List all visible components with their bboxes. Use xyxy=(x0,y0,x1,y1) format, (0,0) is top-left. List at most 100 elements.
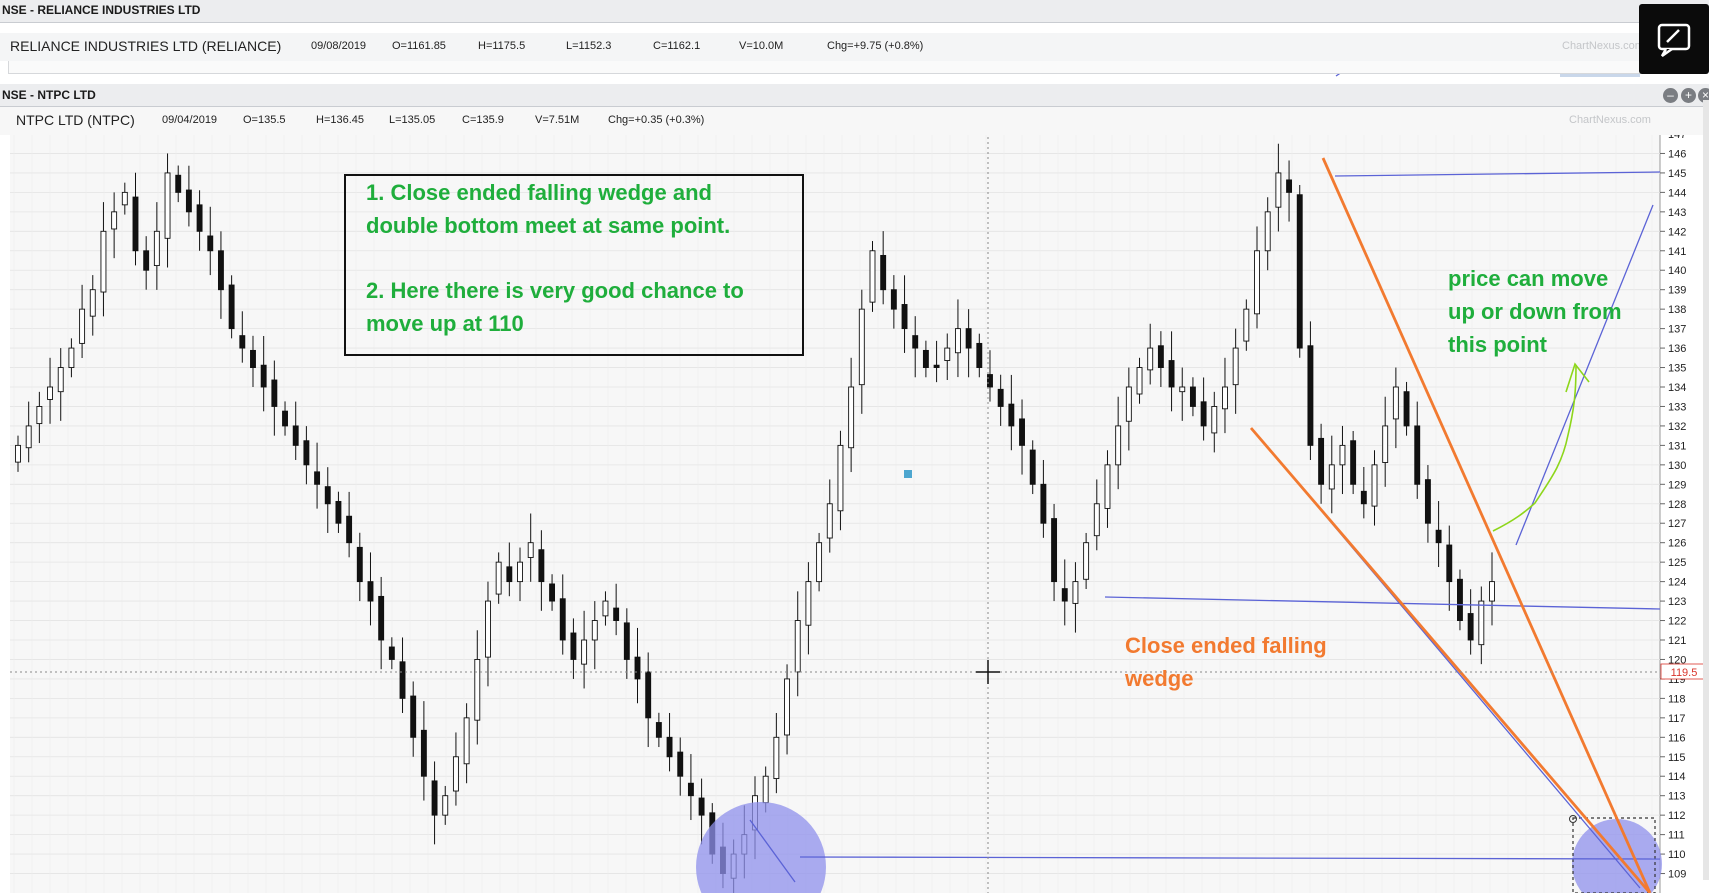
price-axis-area xyxy=(1660,132,1709,893)
tick-label: 130 xyxy=(1668,460,1686,472)
candle-body xyxy=(1296,194,1303,349)
candle-body xyxy=(36,406,43,425)
plot-area xyxy=(10,135,1660,893)
tick-label: 112 xyxy=(1668,810,1686,822)
candle-body xyxy=(1136,367,1143,395)
candle-body xyxy=(388,646,395,660)
gridlines xyxy=(10,133,1660,893)
candle-body xyxy=(805,581,812,626)
reliance-scroll-indicator[interactable] xyxy=(1560,74,1640,77)
candle-body xyxy=(79,308,86,344)
candle-body xyxy=(143,250,150,271)
candle-body xyxy=(420,729,427,777)
candle-body xyxy=(1029,449,1036,485)
tick-label: 143 xyxy=(1668,207,1686,219)
candle-body xyxy=(335,500,342,524)
annotation-wedge-line-1: Close ended falling xyxy=(1125,633,1327,658)
candle-body xyxy=(100,230,107,293)
tick-label: 128 xyxy=(1668,499,1686,511)
tick-label: 121 xyxy=(1668,635,1686,647)
reliance-window-titlebar[interactable]: NSE - RELIANCE INDUSTRIES LTD xyxy=(0,0,1709,23)
reliance-symbol: RELIANCE INDUSTRIES LTD (RELIANCE) xyxy=(10,38,282,54)
feedback-button[interactable] xyxy=(1639,4,1709,74)
candle-body xyxy=(1478,600,1485,646)
selection-box xyxy=(1572,817,1656,893)
candle-body xyxy=(794,620,801,673)
candle-body xyxy=(1008,403,1015,427)
candle-body xyxy=(367,581,374,602)
candle-body xyxy=(495,561,502,595)
candle-body xyxy=(965,328,972,349)
candle-body xyxy=(217,250,224,291)
candle-body xyxy=(655,722,662,738)
crosshair-icon xyxy=(976,660,1000,684)
tick-label: 145 xyxy=(1668,168,1686,180)
close-window-icon[interactable]: × xyxy=(1698,88,1709,103)
tick-label: 136 xyxy=(1668,343,1686,355)
tick-label: 123 xyxy=(1668,596,1686,608)
selection-handle xyxy=(1569,815,1577,823)
candle-body xyxy=(559,598,566,641)
tick-label: 116 xyxy=(1668,732,1686,744)
candle-body xyxy=(1125,386,1132,422)
ntpc-low: L=135.05 xyxy=(389,114,436,126)
drawing-overlays: 119.5 xyxy=(10,59,1708,893)
ntpc-high: H=136.45 xyxy=(316,114,365,126)
ntpc-window-titlebar[interactable]: NSE - NTPC LTD – + × xyxy=(0,84,1709,107)
tick-label: 138 xyxy=(1668,304,1686,316)
candle-body xyxy=(356,546,363,583)
candle-body xyxy=(1275,172,1282,208)
candle-body xyxy=(1200,401,1207,427)
candle-body xyxy=(581,639,588,665)
candle-body xyxy=(698,797,705,816)
candle-body xyxy=(1168,360,1175,388)
vertical-scrollbar[interactable] xyxy=(1703,100,1709,880)
tick-label: 139 xyxy=(1668,285,1686,297)
candle-body xyxy=(1328,464,1335,490)
resistance-line-145 xyxy=(1334,171,1661,177)
reliance-open: O=1161.85 xyxy=(392,40,446,52)
candle-body xyxy=(1104,464,1111,509)
tick-label: 111 xyxy=(1668,830,1685,842)
tick-label: 117 xyxy=(1668,713,1686,725)
support-line-110 xyxy=(799,856,1661,860)
candle-body xyxy=(666,736,673,758)
candle-body xyxy=(1179,386,1186,393)
tick-label: 127 xyxy=(1668,518,1686,530)
cursor-marker xyxy=(904,470,912,478)
candle-body xyxy=(25,425,32,449)
tick-label: 144 xyxy=(1668,187,1686,199)
crosshair-price-text: 119.5 xyxy=(1671,667,1698,679)
candle-body xyxy=(1446,544,1453,583)
tick-label: 124 xyxy=(1668,577,1686,589)
candle-body xyxy=(1189,386,1196,407)
tick-label: 109 xyxy=(1668,869,1686,881)
annotation-box-line-4: move up at 110 xyxy=(366,311,524,336)
candle-body xyxy=(987,374,993,388)
tick-label: 122 xyxy=(1668,616,1686,628)
candle-body xyxy=(1061,588,1068,602)
ntpc-open: O=135.5 xyxy=(243,114,286,126)
ntpc-date: 09/04/2019 xyxy=(162,114,218,126)
reliance-date: 09/08/2019 xyxy=(311,40,367,52)
candle-body xyxy=(196,204,203,232)
annotation-box xyxy=(344,174,804,356)
tick-label: 126 xyxy=(1668,538,1686,550)
minimize-icon[interactable]: – xyxy=(1663,88,1678,103)
annotation-right-line-3: this point xyxy=(1448,332,1547,357)
maximize-icon[interactable]: + xyxy=(1681,88,1696,103)
candle-body xyxy=(869,250,876,303)
candle-body xyxy=(378,595,385,641)
wedge-upper-orange xyxy=(1321,157,1652,893)
candle-body xyxy=(1392,386,1399,420)
candle-body xyxy=(538,549,545,583)
feedback-edit-icon xyxy=(1657,23,1691,58)
ntpc-close: C=135.9 xyxy=(462,114,504,126)
candle-body xyxy=(111,211,118,230)
candle-body xyxy=(1414,425,1421,485)
candle-body xyxy=(1051,518,1058,583)
candle-body xyxy=(1435,529,1442,544)
candle-body xyxy=(153,230,160,267)
candle-body xyxy=(346,515,353,544)
